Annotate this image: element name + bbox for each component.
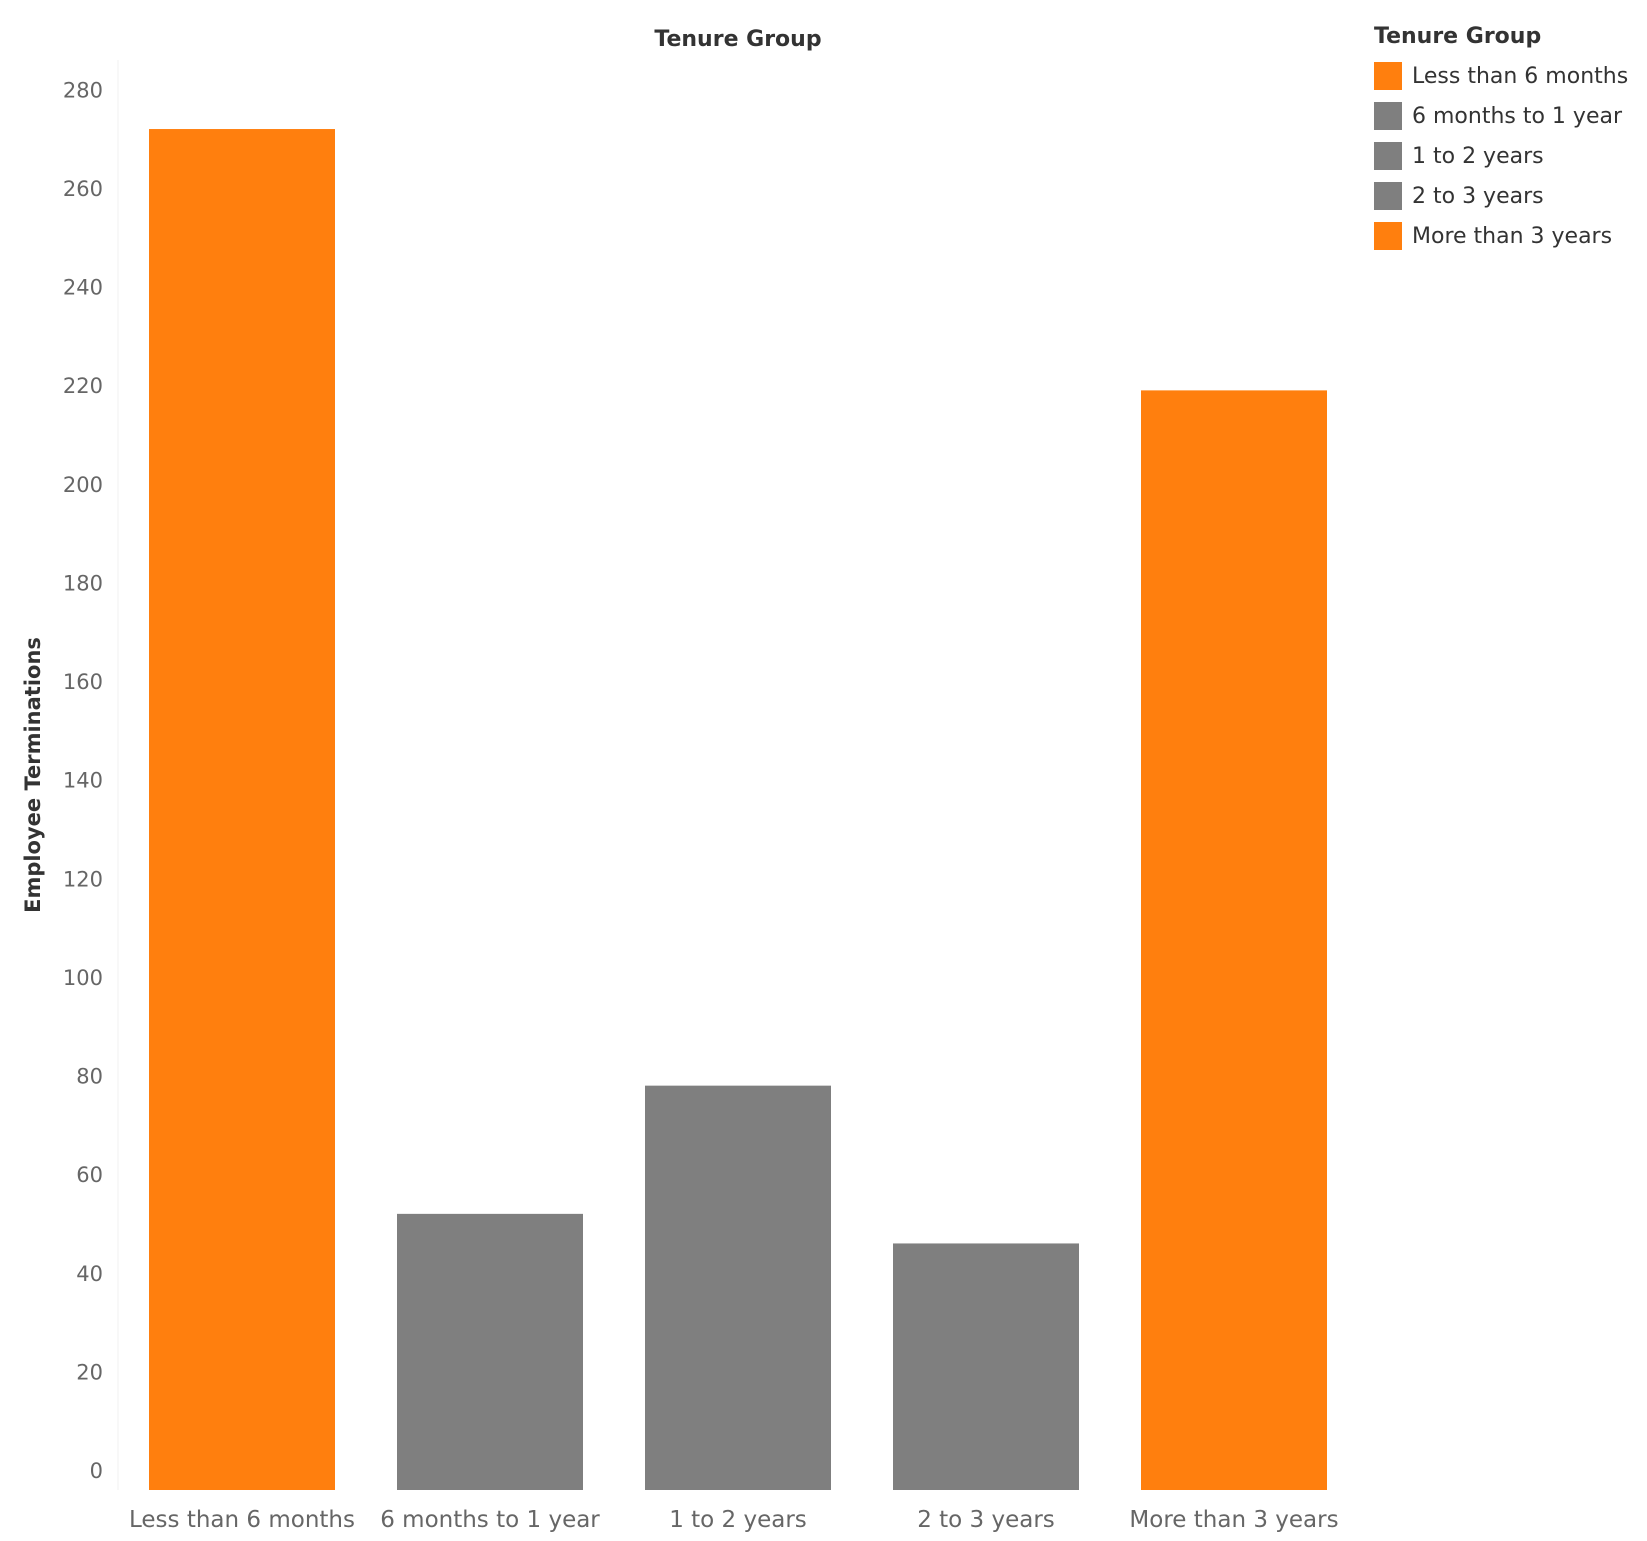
bar bbox=[149, 129, 335, 1491]
legend-swatch bbox=[1374, 182, 1402, 210]
y-tick-label: 240 bbox=[63, 276, 103, 300]
y-tick-label: 140 bbox=[63, 769, 103, 793]
y-tick-label: 260 bbox=[63, 177, 103, 201]
y-tick-label: 180 bbox=[63, 571, 103, 595]
bar bbox=[645, 1085, 831, 1490]
legend-items: Less than 6 months 6 months to 1 year 1 to… bbox=[1374, 56, 1642, 256]
legend-item[interactable]: 2 to 3 years bbox=[1374, 176, 1642, 216]
x-tick-label: 2 to 3 years bbox=[917, 1507, 1055, 1533]
y-tick-label: 40 bbox=[76, 1262, 103, 1286]
legend-label: 6 months to 1 year bbox=[1412, 103, 1622, 129]
y-tick-label: 280 bbox=[63, 78, 103, 102]
x-axis-labels: Less than 6 months 6 months to 1 year 1 to… bbox=[129, 1507, 1339, 1533]
x-tick-label: Less than 6 months bbox=[129, 1507, 355, 1533]
y-tick-label: 100 bbox=[63, 966, 103, 990]
legend-swatch bbox=[1374, 222, 1402, 250]
legend-item[interactable]: Less than 6 months bbox=[1374, 56, 1642, 96]
legend-item[interactable]: 6 months to 1 year bbox=[1374, 96, 1642, 136]
y-tick-label: 60 bbox=[76, 1163, 103, 1187]
bar bbox=[893, 1243, 1079, 1490]
x-tick-label: 6 months to 1 year bbox=[380, 1507, 600, 1533]
y-axis-title: Employee Terminations bbox=[21, 637, 45, 913]
y-tick-label: 120 bbox=[63, 867, 103, 891]
legend-swatch bbox=[1374, 142, 1402, 170]
bar bbox=[397, 1213, 583, 1490]
column-header: Tenure Group bbox=[654, 27, 821, 52]
legend-swatch bbox=[1374, 102, 1402, 130]
y-tick-label: 200 bbox=[63, 473, 103, 497]
legend-title: Tenure Group bbox=[1374, 24, 1542, 49]
bar bbox=[1141, 390, 1327, 1491]
legend-label: More than 3 years bbox=[1412, 223, 1613, 249]
legend: Tenure Group Less than 6 months 6 months … bbox=[1374, 22, 1642, 256]
x-tick-label: More than 3 years bbox=[1129, 1507, 1338, 1533]
legend-item[interactable]: More than 3 years bbox=[1374, 216, 1642, 256]
y-tick-label: 20 bbox=[76, 1360, 103, 1384]
x-tick-label: 1 to 2 years bbox=[669, 1507, 807, 1533]
y-tick-label: 80 bbox=[76, 1065, 103, 1089]
y-tick-label: 0 bbox=[90, 1459, 103, 1483]
bars-group bbox=[149, 129, 1327, 1491]
y-axis-ticks: 0 20 40 60 80 100 120 140 160 180 200 220 240 260 280 bbox=[63, 78, 103, 1483]
y-tick-label: 220 bbox=[63, 374, 103, 398]
legend-label: 2 to 3 years bbox=[1412, 183, 1544, 209]
legend-label: 1 to 2 years bbox=[1412, 143, 1544, 169]
legend-swatch bbox=[1374, 62, 1402, 90]
legend-label: Less than 6 months bbox=[1412, 63, 1629, 89]
y-tick-label: 160 bbox=[63, 670, 103, 694]
legend-item[interactable]: 1 to 2 years bbox=[1374, 136, 1642, 176]
